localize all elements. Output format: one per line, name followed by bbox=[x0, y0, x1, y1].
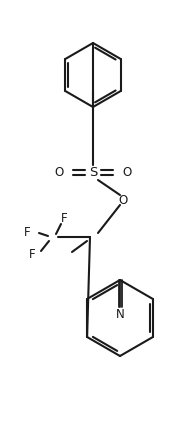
Text: F: F bbox=[29, 248, 35, 262]
Text: F: F bbox=[61, 212, 67, 226]
Text: O: O bbox=[118, 193, 128, 206]
Text: O: O bbox=[122, 166, 132, 178]
Text: O: O bbox=[54, 166, 64, 178]
Text: S: S bbox=[89, 166, 97, 178]
Text: N: N bbox=[116, 308, 124, 321]
Text: F: F bbox=[24, 226, 30, 239]
